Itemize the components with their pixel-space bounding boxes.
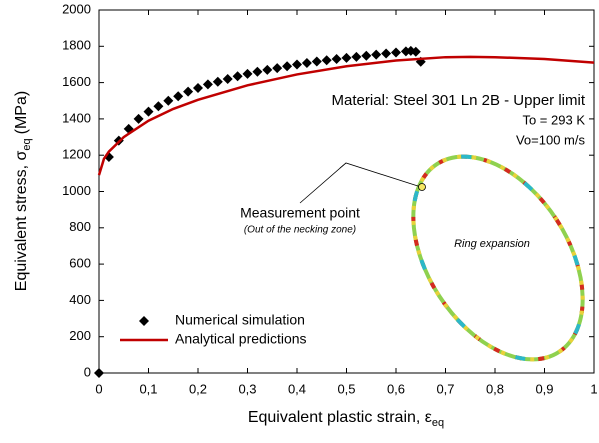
x-axis-label-sub: eq [432,417,444,429]
simulation-point [341,52,352,63]
x-tick-label: 0,7 [436,381,454,396]
simulation-point [321,55,332,66]
simulation-point [331,54,342,65]
legend-label: Numerical simulation [175,312,305,328]
simulation-point [133,113,144,124]
y-axis-label: Equivalent stress, σeq (MPa) [13,91,33,291]
y-tick-label: 1800 [62,38,91,53]
y-tick-label: 1400 [62,110,91,125]
simulation-point [94,368,104,378]
y-tick-label: 400 [69,292,91,307]
simulation-point [371,49,382,60]
annotation-pointer [339,162,347,169]
y-tick-label: 800 [69,219,91,234]
y-tick-label: 1000 [62,183,91,198]
annotation: Vo=100 m/s [516,132,586,147]
x-tick-label: 0,2 [189,381,207,396]
simulation-point [351,51,362,62]
legend-marker [139,316,149,326]
ring-strain-red [411,154,585,362]
simulation-point [292,59,302,70]
plot-frame [98,9,595,374]
simulation-point [222,73,233,84]
y-tick-label: 200 [69,328,91,343]
simulation-point [163,95,174,106]
simulation-point [193,83,203,94]
simulation-point [183,86,194,97]
ring-strain-yellow [411,154,585,362]
x-tick-label: 0,8 [486,381,504,396]
simulation-point [252,66,263,77]
simulation-point [282,61,293,72]
ring-strain-cyan [411,154,585,362]
x-tick-label: 0 [95,381,102,396]
y-tick-label: 1600 [62,74,91,89]
annotation: Ring expansion [454,238,530,250]
x-axis-label: Equivalent plastic strain, εeq [248,409,444,429]
annotation: Material: Steel 301 Ln 2B - Upper limit [332,92,586,109]
simulation-point [272,63,283,74]
y-tick-label: 1200 [62,147,91,162]
annotation: (Out of the necking zone) [244,225,356,236]
x-tick-label: 0,9 [535,381,553,396]
simulation-point [311,56,322,67]
ring-illustration [411,154,585,362]
simulation-point [361,50,372,61]
simulation-point [410,46,421,57]
x-tick-label: 1 [590,381,597,396]
simulation-point [202,79,213,90]
simulation-point [173,91,184,102]
simulation-point [212,76,223,87]
annotation-pointer [299,162,422,204]
simulation-point [153,101,164,112]
annotation: To = 293 K [522,112,585,127]
x-tick-label: 0,5 [337,381,355,396]
y-tick-label: 2000 [62,1,91,16]
legend-label: Analytical predictions [175,331,307,347]
y-axis-label-text: Equivalent stress, σ [13,150,30,291]
analytical-curve [97,55,595,176]
y-axis-label-sub: eq [21,138,33,150]
y-tick-label: 0 [84,364,91,379]
x-tick-label: 0,4 [288,381,306,396]
y-tick-label: 600 [69,256,91,271]
y-axis-label-unit: (MPa) [13,91,30,135]
simulation-point [381,48,392,59]
simulation-point [143,106,154,117]
simulation-point [232,71,243,82]
simulation-point [391,47,401,58]
simulation-point [301,57,312,68]
x-tick-label: 0,1 [139,381,157,396]
x-axis-label-text: Equivalent plastic strain, ε [248,409,432,426]
x-tick-label: 0,6 [387,381,405,396]
simulation-point [262,64,273,75]
simulation-point [242,68,253,79]
x-tick-label: 0,3 [238,381,256,396]
measurement-point [418,183,426,191]
annotation: Measurement point [240,205,360,221]
ring [411,154,585,362]
